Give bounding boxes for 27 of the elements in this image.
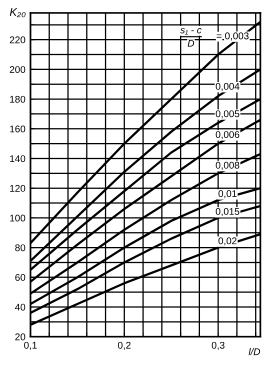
x-tick-label: 0,2	[118, 342, 131, 350]
y-tick-label: 100	[10, 214, 26, 222]
series-label: 0,004	[216, 82, 240, 91]
series-label: 0,02	[218, 237, 237, 246]
y-tick-label: 160	[10, 126, 26, 132]
y-tick-label: 200	[10, 66, 26, 73]
y-tick-label: 140	[10, 155, 26, 162]
y-tick-label: 220	[10, 36, 26, 44]
annotation: =	[216, 34, 222, 38]
series-label: 0,008	[216, 162, 240, 170]
series-label: 0,015	[216, 208, 240, 216]
annotation: D	[188, 40, 194, 47]
series-label: 0,01	[218, 190, 237, 198]
x-tick-label: 0,1	[24, 342, 37, 350]
x-tick-label: 0,3	[212, 342, 224, 350]
y-tick-label: 80	[15, 244, 26, 252]
y-tick-label: 180	[10, 96, 26, 103]
series-label: 0,006	[216, 131, 240, 140]
y-tick-label: 20	[15, 333, 26, 340]
y-tick-label: 40	[15, 304, 26, 311]
y-tick-label: 120	[10, 184, 26, 192]
series-label: 0,003	[225, 32, 249, 40]
series-label: 0,005	[216, 110, 240, 118]
y-axis-title: K₂₀	[10, 8, 26, 18]
y-tick-label: 60	[15, 274, 26, 281]
x-axis-title: l/D	[248, 348, 260, 356]
annotation: s₁ - c	[180, 28, 202, 34]
